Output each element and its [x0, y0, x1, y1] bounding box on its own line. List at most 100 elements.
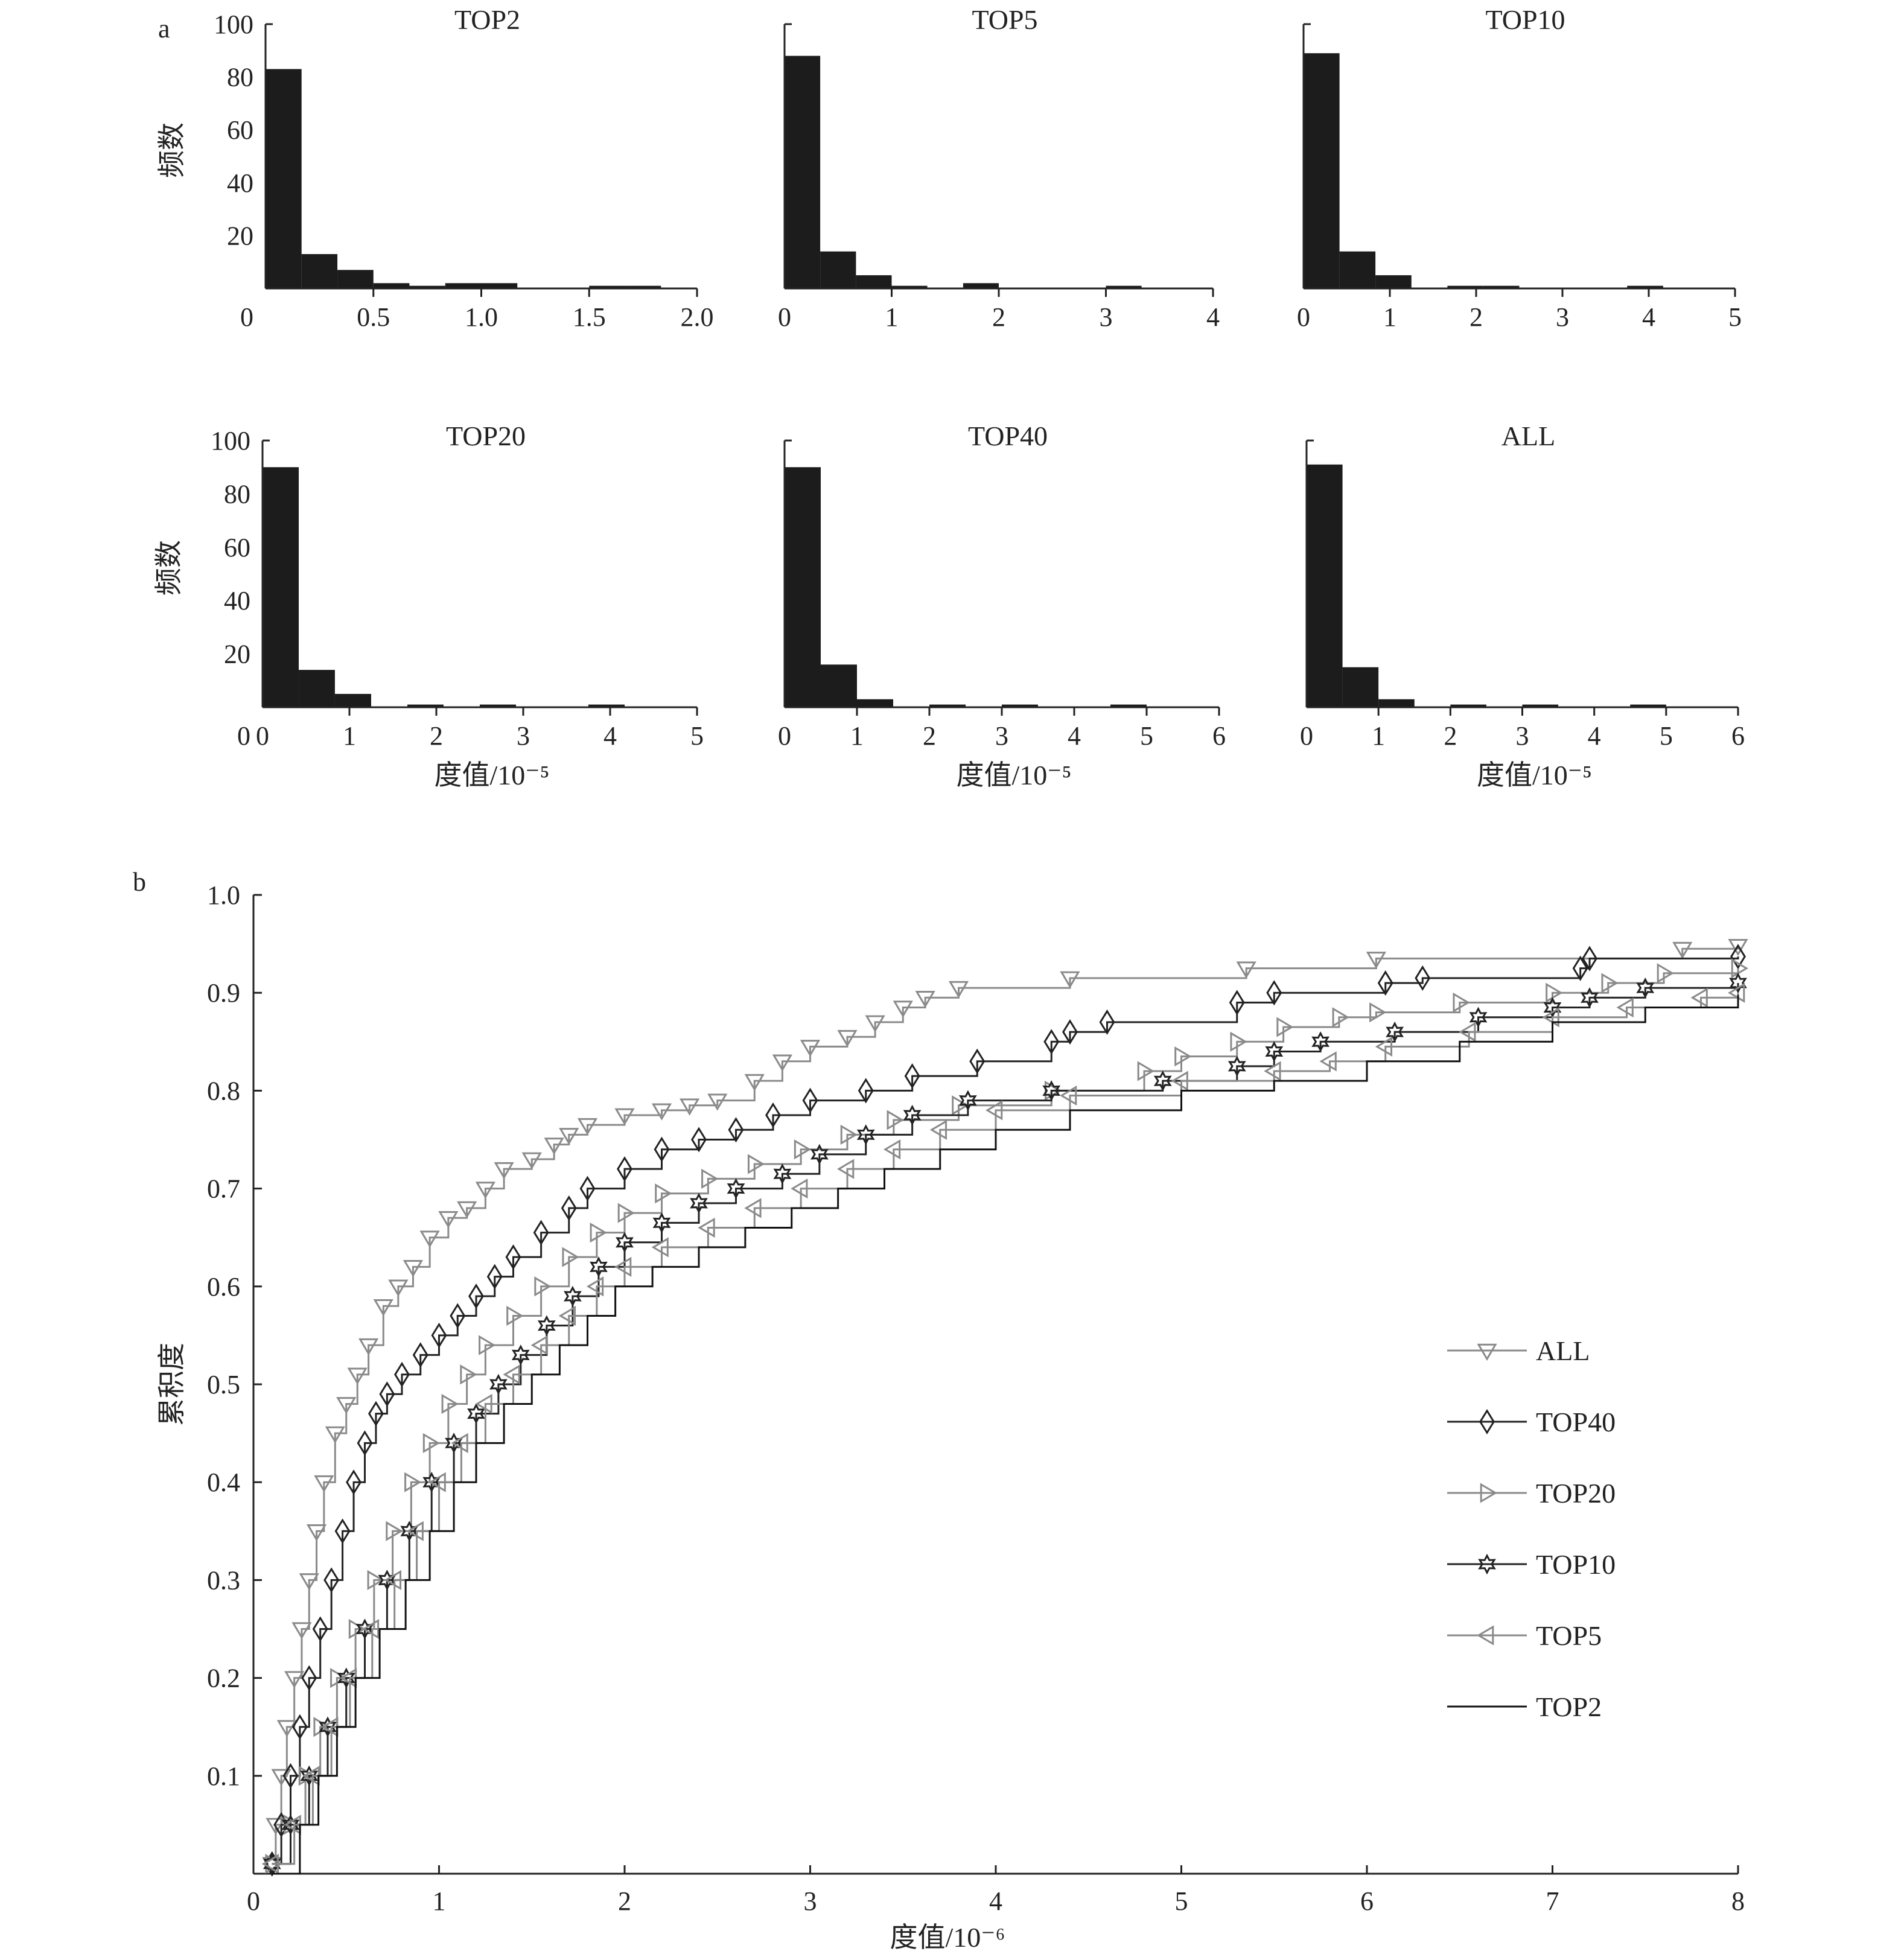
histogram-bar — [1307, 464, 1343, 707]
x-tick-label: 4 — [989, 1886, 1002, 1916]
x-tick-label: 1.0 — [465, 302, 498, 332]
series-marker — [1375, 1036, 1393, 1057]
histogram-bar — [1106, 285, 1142, 288]
x-tick-label: 1.5 — [573, 302, 606, 332]
series-marker — [1276, 1017, 1294, 1037]
x-tick-label: 6 — [1360, 1886, 1374, 1916]
y-tick-label: 0.6 — [207, 1272, 240, 1302]
series-marker — [727, 1178, 745, 1199]
histogram-bar — [821, 664, 857, 707]
legend-item-top20: TOP20 — [1447, 1478, 1616, 1509]
x-tick-label: 3 — [995, 721, 1008, 751]
series-marker — [617, 1156, 632, 1182]
series-marker — [1236, 961, 1256, 979]
series-marker — [1229, 990, 1245, 1016]
x-tick-label: 3 — [1516, 721, 1529, 751]
y-tick-label: 80 — [224, 479, 250, 509]
y-axis-label: 累积度 — [156, 1343, 187, 1426]
series-marker — [505, 1244, 521, 1270]
series-marker — [1042, 1080, 1061, 1101]
series-marker — [1477, 1625, 1494, 1646]
series-marker — [1731, 958, 1748, 979]
series-marker — [1060, 1085, 1077, 1106]
series-marker — [562, 1247, 579, 1267]
series-marker — [1616, 997, 1634, 1018]
series-line — [272, 968, 1739, 1865]
series-marker — [915, 991, 935, 1008]
series-marker — [1415, 965, 1431, 991]
series-marker — [1265, 1041, 1284, 1062]
histogram-bar — [373, 283, 410, 288]
series-marker — [314, 1475, 334, 1493]
series-marker — [701, 1168, 719, 1189]
series-marker — [952, 1095, 969, 1116]
legend-label: TOP40 — [1536, 1407, 1616, 1437]
series-marker — [506, 1305, 524, 1326]
series-marker — [810, 1144, 829, 1165]
series-marker — [969, 1048, 986, 1074]
histogram-bar — [1110, 704, 1147, 707]
series-marker — [361, 1618, 380, 1640]
series-marker — [903, 1104, 922, 1126]
series-marker — [1729, 972, 1747, 994]
x-tick-label: 4 — [1642, 302, 1655, 332]
panel-title: ALL — [1501, 421, 1555, 451]
series-marker — [1581, 987, 1599, 1008]
series-marker — [986, 1100, 1003, 1121]
series-top20 — [265, 958, 1748, 1874]
y-tick-label: 0.2 — [207, 1664, 240, 1693]
y-tick-label: 40 — [224, 586, 250, 616]
series-marker — [368, 1401, 384, 1427]
series-marker — [282, 1763, 299, 1789]
histogram-bar — [299, 670, 335, 707]
series-marker — [530, 1335, 548, 1355]
series-marker — [1469, 1007, 1488, 1028]
series-marker — [1137, 1061, 1154, 1081]
series-marker — [1311, 1031, 1330, 1052]
series-marker — [772, 1054, 792, 1072]
x-tick-label: 2 — [1444, 721, 1457, 751]
series-marker — [744, 1074, 765, 1092]
histogram-bar — [301, 254, 338, 288]
series-marker — [747, 1154, 765, 1174]
x-tick-label: 6 — [1212, 721, 1226, 751]
series-marker — [379, 1381, 395, 1407]
series-marker — [306, 1524, 327, 1542]
histogram-bar — [1339, 251, 1376, 288]
y-tick-label: 0.7 — [207, 1174, 240, 1204]
panel-title: TOP10 — [1485, 4, 1565, 35]
x-tick-label: 4 — [1588, 721, 1601, 751]
series-marker — [300, 1765, 319, 1787]
series-marker — [1319, 1051, 1337, 1072]
series-marker — [1572, 955, 1588, 981]
panel-b-label: b — [133, 867, 146, 897]
y-tick-label: 80 — [227, 63, 253, 92]
series-marker — [614, 1108, 635, 1125]
x-tick-label: 2 — [992, 302, 1005, 332]
series-marker — [412, 1342, 428, 1368]
histogram-bar — [857, 699, 893, 707]
x-tick-label: 0 — [778, 721, 791, 751]
series-marker — [1453, 992, 1470, 1013]
legend-item-top10: TOP10 — [1447, 1549, 1616, 1580]
y-tick-label: 0.9 — [207, 978, 240, 1008]
series-marker — [1690, 987, 1708, 1008]
y-axis-label: 频数 — [153, 540, 184, 596]
x-tick-label: 5 — [1728, 302, 1742, 332]
x-tick-label: 1 — [850, 721, 864, 751]
series-marker — [1546, 982, 1563, 1003]
series-marker — [388, 1279, 409, 1297]
series-marker — [1543, 997, 1562, 1018]
series-marker — [533, 1220, 549, 1246]
series-marker — [323, 1567, 340, 1593]
cumulative-degree-chart: 0 1 2 3 4 5 6 7 8 0.1 0.2 0.3 0.4 0.5 0.6 0.7 0.8 0.9 1.0 累… — [156, 880, 1748, 1953]
y-tick-label: 0.1 — [207, 1761, 240, 1791]
x-axis-label: 度值/10⁻⁵ — [1477, 760, 1592, 791]
series-marker — [511, 1344, 530, 1366]
histogram-bar — [963, 283, 999, 288]
y-tick-label: 20 — [227, 221, 253, 250]
series-marker — [728, 1117, 744, 1143]
series-marker — [616, 1232, 634, 1253]
series-marker — [865, 1015, 885, 1032]
histogram-bar — [1002, 704, 1038, 707]
